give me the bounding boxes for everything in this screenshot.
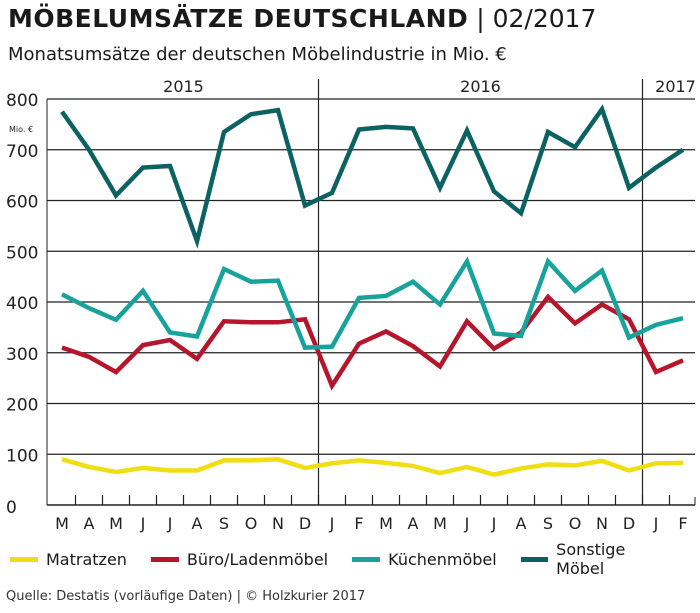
x-tick-label: S bbox=[543, 514, 553, 533]
title-date: | 02/2017 bbox=[468, 4, 597, 33]
y-axis-unit: Mio. € bbox=[9, 125, 33, 134]
x-tick-label: A bbox=[192, 514, 203, 533]
title-main: MÖBELUMSÄTZE DEUTSCHLAND bbox=[8, 4, 469, 33]
x-tick-label: O bbox=[569, 514, 582, 533]
x-tick-label: O bbox=[245, 514, 258, 533]
y-tick-label: 200 bbox=[6, 396, 38, 416]
chart-title: MÖBELUMSÄTZE DEUTSCHLAND | 02/2017 bbox=[8, 4, 596, 33]
year-label: 2017 bbox=[655, 77, 696, 96]
x-tick-label: M bbox=[433, 514, 447, 533]
x-tick-label: J bbox=[140, 514, 146, 533]
x-tick-label: N bbox=[596, 514, 608, 533]
x-tick-label: N bbox=[272, 514, 284, 533]
x-tick-label: J bbox=[464, 514, 470, 533]
year-label: 2015 bbox=[163, 77, 204, 96]
series-line-küchenmöbel bbox=[60, 256, 684, 350]
series-line-matratzen bbox=[61, 457, 684, 477]
series-line-sonstige-möbel bbox=[60, 104, 685, 249]
legend-item: Sonstige Möbel bbox=[520, 540, 676, 578]
x-tick-label: J bbox=[167, 514, 173, 533]
x-tick-label: D bbox=[299, 514, 311, 533]
x-tick-label: D bbox=[623, 514, 635, 533]
y-tick-label: 300 bbox=[6, 345, 38, 365]
legend-item: Büro/Ladenmöbel bbox=[150, 540, 329, 578]
legend-swatch bbox=[352, 556, 381, 562]
x-tick-label: M bbox=[55, 514, 69, 533]
legend-label: Matratzen bbox=[46, 549, 127, 569]
legend-swatch bbox=[150, 556, 179, 562]
legend-item: Küchenmöbel bbox=[352, 540, 497, 578]
x-tick-label: S bbox=[219, 514, 229, 533]
chart-subtitle: Monatsumsätze der deutschen Möbelindustr… bbox=[8, 44, 507, 65]
y-tick-label: 800 bbox=[6, 91, 38, 111]
x-tick-label: A bbox=[408, 514, 419, 533]
x-tick-label: F bbox=[678, 514, 687, 533]
legend: Matratzen Büro/Ladenmöbel Küchenmöbel Sonst… bbox=[10, 540, 700, 578]
x-tick-label: J bbox=[653, 514, 659, 533]
year-label: 2016 bbox=[460, 77, 501, 96]
y-tick-label: 100 bbox=[6, 446, 38, 466]
legend-item: Matratzen bbox=[10, 540, 127, 578]
x-tick-label: J bbox=[491, 514, 497, 533]
x-tick-label: J bbox=[329, 514, 335, 533]
legend-swatch bbox=[10, 556, 38, 562]
x-tick-label: A bbox=[84, 514, 95, 533]
y-tick-label: 400 bbox=[6, 294, 38, 314]
x-tick-label: F bbox=[354, 514, 363, 533]
legend-swatch bbox=[520, 556, 549, 562]
y-tick-label: 600 bbox=[6, 193, 38, 213]
y-tick-label: 700 bbox=[6, 142, 38, 162]
y-tick-label: 500 bbox=[6, 243, 38, 263]
x-tick-label: M bbox=[379, 514, 393, 533]
source-note: Quelle: Destatis (vorläufige Daten) | © … bbox=[6, 589, 366, 604]
x-tick-label: M bbox=[109, 514, 123, 533]
series-line-büro-ladenmöbel bbox=[61, 293, 684, 391]
legend-label: Küchenmöbel bbox=[388, 549, 497, 569]
y-tick-label: 0 bbox=[6, 498, 17, 518]
legend-label: Sonstige Möbel bbox=[556, 540, 626, 578]
x-tick-label: A bbox=[516, 514, 527, 533]
legend-label: Büro/Ladenmöbel bbox=[186, 549, 329, 569]
